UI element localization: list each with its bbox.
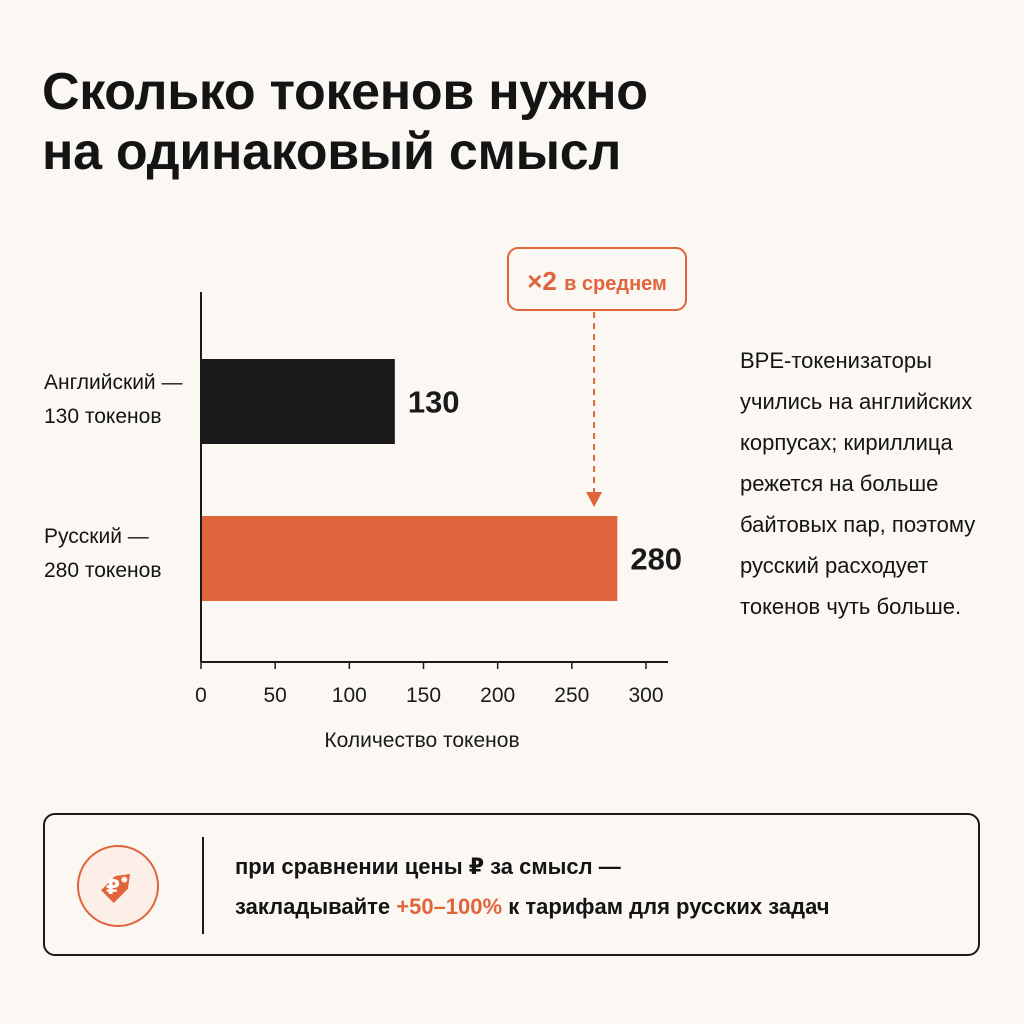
category-label-english: Английский — 130 токенов <box>44 366 204 434</box>
annotation-label: ×2 в среднем <box>527 266 667 296</box>
page-title: Сколько токенов нужно на одинаковый смыс… <box>42 62 982 182</box>
x-axis-title: Количество токенов <box>324 729 519 752</box>
callout-divider <box>202 837 204 934</box>
annotation-box <box>507 247 687 311</box>
annotation-text: в среднем <box>564 273 667 295</box>
bar-russian <box>202 516 618 601</box>
takeaway-callout: ₽ при сравнении цены ₽ за смысл — заклад… <box>43 813 980 956</box>
bar-chart: 0 50 100 150 200 250 300 Количество токенов 130 2… <box>195 247 687 752</box>
ruble-price-tag-icon: ₽ <box>77 845 159 927</box>
category-label-russian: Русский — 280 токенов <box>44 520 204 588</box>
x-tick-label: 100 <box>332 684 367 707</box>
explanation-note: BPE-токенизаторы учились на английских к… <box>740 348 976 619</box>
category-label-russian-line2: 280 токенов <box>44 559 162 582</box>
svg-text:₽: ₽ <box>106 875 120 899</box>
annotation-arrow-head <box>586 492 603 507</box>
callout-line-2: закладывайте +50–100% к тарифам для русс… <box>235 894 830 919</box>
x-tick-label: 0 <box>195 684 207 707</box>
callout-text: при сравнении цены ₽ за смысл — закладыв… <box>235 847 955 927</box>
title-line-2: на одинаковый смысл <box>42 123 622 181</box>
data-label: 280 <box>630 542 682 577</box>
data-label: 130 <box>408 385 460 420</box>
callout-line-2-start: закладывайте <box>235 894 397 919</box>
x-tick-label: 150 <box>406 684 441 707</box>
x-tick-label: 250 <box>554 684 589 707</box>
x-tick-label: 50 <box>263 684 286 707</box>
title-line-1: Сколько токенов нужно <box>42 63 648 121</box>
callout-line-1: при сравнении цены ₽ за смысл — <box>235 854 621 879</box>
callout-line-2-end: к тарифам для русских задач <box>502 894 830 919</box>
category-label-english-line2: 130 токенов <box>44 405 162 428</box>
category-label-english-line1: Английский — <box>44 371 183 394</box>
callout-accent-percent: +50–100% <box>396 894 503 919</box>
category-label-russian-line1: Русский — <box>44 525 149 548</box>
x-tick-label: 200 <box>480 684 515 707</box>
x-tick-label: 300 <box>628 684 663 707</box>
annotation-multiplier: ×2 <box>527 266 564 296</box>
bar-english <box>202 359 395 444</box>
